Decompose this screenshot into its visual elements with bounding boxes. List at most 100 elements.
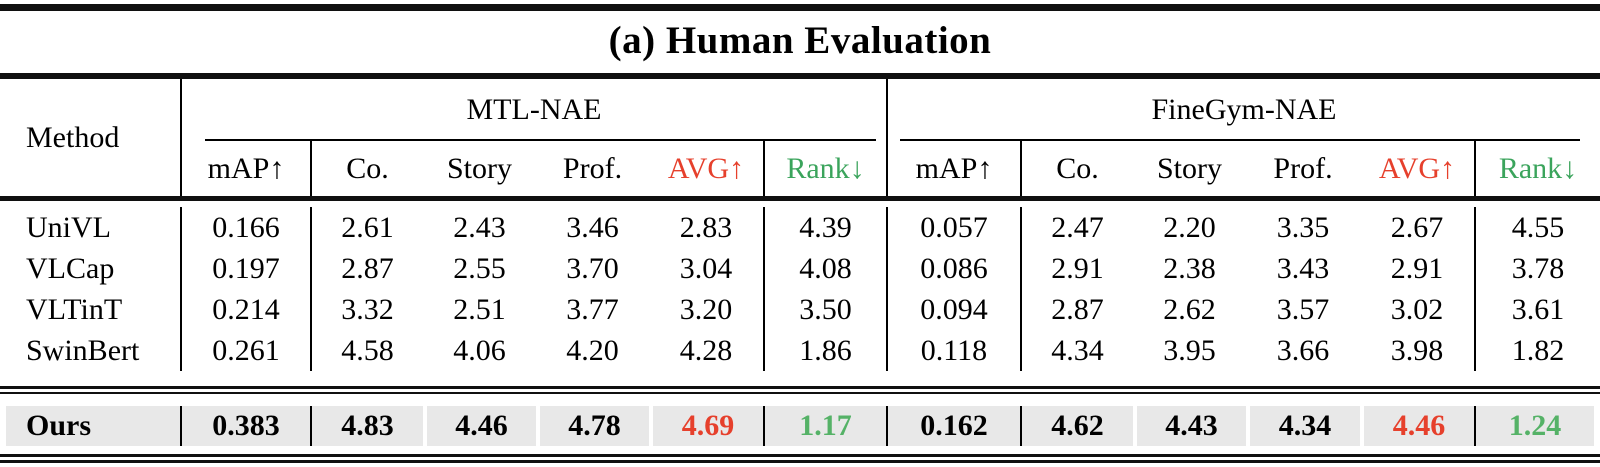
value-cell: 2.62 [1163,292,1216,326]
value-cell: 4.06 [453,333,506,367]
top-rule [0,4,1600,11]
subheader-mtl-co: Co. [310,141,423,196]
table-header: Method MTL-NAE FineGym-NAE mAP↑ Co. Stor… [0,79,1600,196]
table-title: (a) Human Evaluation [608,19,992,62]
title-bottom-rule [0,73,1600,79]
value-cell: 4.46 [423,406,536,446]
double-rule-gap [0,388,1600,392]
value-cell: 3.57 [1276,292,1330,326]
table-row-vltint: VLTinT 0.214 3.32 2.51 3.77 3.20 3.50 0.… [0,289,1600,330]
value-cell: 0.162 [886,406,1020,446]
value-cell: 2.91 [1390,251,1444,285]
method-name: SwinBert [26,333,140,367]
value-cell: 2.61 [310,207,423,248]
value-cell: 2.38 [1163,251,1216,285]
value-cell: 3.32 [310,289,423,330]
value-cell: 4.28 [679,333,733,367]
group-header-mtl-nae: MTL-NAE [180,79,886,141]
value-cell: 4.58 [310,330,423,371]
spacer [0,446,1600,454]
value-cell: 3.50 [763,289,886,330]
value-cell: 2.51 [453,292,506,326]
value-cell: 2.47 [1020,207,1133,248]
value-cell: 4.55 [1474,207,1600,248]
value-cell: 4.39 [763,207,886,248]
subheader-fg-map: mAP↑ [886,141,1020,196]
value-cell: 3.98 [1390,333,1444,367]
value-cell: 2.83 [679,210,733,244]
value-cell: 4.83 [310,406,423,446]
value-cell: 3.35 [1276,210,1330,244]
method-name: Ours [6,406,180,446]
value-cell: 2.91 [1020,248,1133,289]
method-name: VLTinT [26,292,123,326]
value-cell: 3.04 [679,251,733,285]
value-cell: 2.20 [1163,210,1216,244]
value-cell: 4.20 [566,333,619,367]
value-cell: 2.87 [1020,289,1133,330]
table-row-swinbert: SwinBert 0.261 4.58 4.06 4.20 4.28 1.86 … [0,330,1600,371]
group-label-finegym-nae: FineGym-NAE [1151,93,1337,126]
subheader-fg-co: Co. [1020,141,1133,196]
value-cell: 3.46 [566,210,619,244]
value-cell-avg: 4.69 [649,406,763,446]
value-cell: 3.43 [1276,251,1330,285]
group-header-finegym-nae: FineGym-NAE [886,79,1600,141]
value-cell: 0.261 [180,330,310,371]
spacer [0,394,1600,406]
subheader-fg-story: Story [1156,151,1222,185]
header-bottom-rule [0,196,1600,201]
subheader-mtl-story: Story [446,151,512,185]
value-cell: 2.55 [453,251,506,285]
value-cell: 0.383 [180,406,310,446]
value-cell-rank: 1.24 [1474,406,1594,446]
subheader-mtl-rank: Rank↓ [763,141,886,196]
finegym-nae-underline [900,139,1580,141]
value-cell: 0.086 [886,248,1020,289]
value-cell: 4.34 [1020,330,1133,371]
bottom-rule-gap [0,457,1600,460]
double-rule-top-line [0,386,1600,389]
method-name: VLCap [26,251,115,285]
method-name: UniVL [26,210,111,244]
value-cell: 3.77 [566,292,619,326]
value-cell: 3.70 [566,251,619,285]
value-cell: 3.78 [1474,248,1600,289]
table-row-vlcap: VLCap 0.197 2.87 2.55 3.70 3.04 4.08 0.0… [0,248,1600,289]
value-cell: 1.82 [1474,330,1600,371]
value-cell: 0.166 [180,207,310,248]
value-cell: 2.43 [453,210,506,244]
subheader-fg-avg: AVG↑ [1378,151,1456,185]
mtl-nae-underline [205,139,876,141]
value-cell: 3.95 [1163,333,1216,367]
value-cell: 2.67 [1390,210,1444,244]
value-cell: 4.34 [1246,406,1360,446]
value-cell: 4.08 [763,248,886,289]
bottom-rule-top-line [0,454,1600,457]
value-cell-rank: 1.17 [763,406,886,446]
column-header-method: Method [26,120,120,154]
subheader-fg-prof: Prof. [1273,151,1333,185]
value-cell: 3.02 [1390,292,1444,326]
table-row-univl: UniVL 0.166 2.61 2.43 3.46 2.83 4.39 0.0… [0,207,1600,248]
value-cell: 0.057 [886,207,1020,248]
value-cell: 0.118 [886,330,1020,371]
value-cell: 4.62 [1020,406,1133,446]
value-cell: 3.20 [679,292,733,326]
double-rule-bottom-line [0,391,1600,394]
value-cell: 4.43 [1133,406,1246,446]
subheader-fg-rank: Rank↓ [1474,141,1600,196]
value-cell: 0.094 [886,289,1020,330]
subheader-mtl-prof: Prof. [562,151,623,185]
bottom-rule-bottom-line [0,460,1600,463]
value-cell: 0.197 [180,248,310,289]
subheader-mtl-avg: AVG↑ [667,151,745,185]
table-row-ours: Ours 0.383 4.83 4.46 4.78 4.69 1.17 0.16… [6,406,1594,446]
group-label-mtl-nae: MTL-NAE [466,93,602,126]
value-cell: 1.86 [763,330,886,371]
value-cell: 3.66 [1276,333,1330,367]
ours-row-wrap: Ours 0.383 4.83 4.46 4.78 4.69 1.17 0.16… [0,406,1600,446]
value-cell: 4.78 [536,406,649,446]
value-cell-avg: 4.46 [1360,406,1474,446]
